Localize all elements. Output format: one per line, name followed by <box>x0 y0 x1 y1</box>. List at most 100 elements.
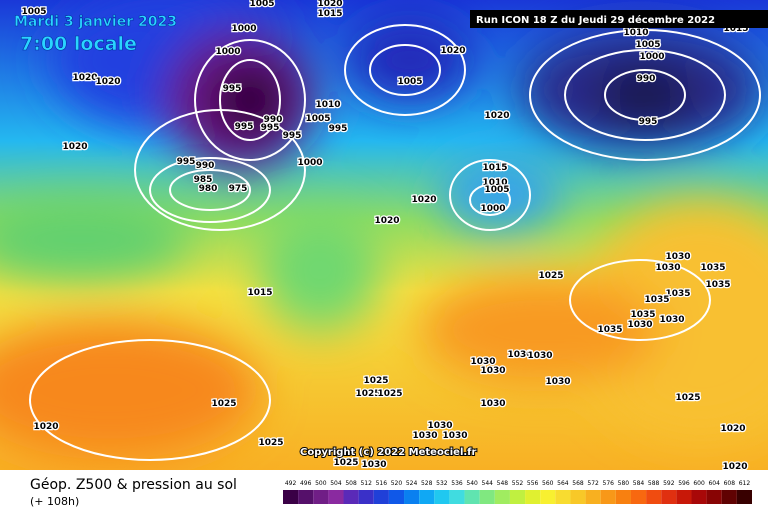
isobar-label: 1030 <box>665 252 690 262</box>
scale-swatch <box>404 490 420 504</box>
scale-label: 532 <box>436 480 448 487</box>
isobar-label: 1020 <box>720 424 745 434</box>
isobar-label: 1005 <box>397 77 422 87</box>
isobar-label: 1010 <box>623 28 648 38</box>
scale-label: 528 <box>421 480 433 487</box>
isobar-label: 1020 <box>33 422 58 432</box>
scale-swatch <box>358 490 374 504</box>
scale-swatch <box>509 490 526 504</box>
scale-swatch <box>706 490 722 504</box>
scale-swatch <box>555 490 571 504</box>
scale-swatch <box>525 490 541 504</box>
isobar-label: 1020 <box>440 46 465 56</box>
scale-swatch <box>615 490 631 504</box>
scale-label: 548 <box>497 480 509 487</box>
scale-label: 596 <box>678 480 690 487</box>
scale-label: 584 <box>633 480 645 487</box>
scale-label: 576 <box>603 480 615 487</box>
scale-label: 556 <box>527 480 539 487</box>
scale-swatch <box>721 490 737 504</box>
isobar-label: 1020 <box>484 111 509 121</box>
scale-label: 592 <box>663 480 675 487</box>
scale-label: 508 <box>345 480 357 487</box>
color-scale: 492 496 500 504 508 512 516 520 524 528 532 536 540 5… <box>283 480 752 504</box>
copyright: Copyright (c) 2022 Meteociel.fr <box>300 447 477 458</box>
isobar-label: 1020 <box>411 195 436 205</box>
scale-swatch <box>388 490 405 504</box>
isobar-label: 1030 <box>659 315 684 325</box>
isobar-label: 1025 <box>355 389 380 399</box>
scale-swatch <box>691 490 707 504</box>
isobar-label: 995 <box>639 117 658 127</box>
isobar-label: 995 <box>235 122 254 132</box>
isobar-label: 1005 <box>484 185 509 195</box>
isobar-label: 1000 <box>215 47 240 57</box>
isobar-label: 1020 <box>95 77 120 87</box>
scale-swatch <box>373 490 389 504</box>
isobar-label: 1000 <box>639 52 664 62</box>
isobar-label: 1015 <box>247 288 272 298</box>
scale-swatch <box>630 490 647 504</box>
isobar-label: 1035 <box>630 310 655 320</box>
scale-label: 588 <box>648 480 660 487</box>
isobar-label: 1025 <box>211 399 236 409</box>
scale-label: 568 <box>572 480 584 487</box>
isobar-label: 1025 <box>258 438 283 448</box>
isobar-labels: 1005 102010151000100010051020102010209951… <box>20 0 750 473</box>
isobar-label: 1000 <box>231 24 256 34</box>
isobar-label: 1010 <box>315 100 340 110</box>
isobar-label: 1030 <box>480 399 505 409</box>
scale-swatch <box>313 490 329 504</box>
isobar-label: 1030 <box>412 431 437 441</box>
isobar-label: 1020 <box>72 73 97 83</box>
isobar-label: 995 <box>283 131 302 141</box>
scale-swatch <box>343 490 359 504</box>
scale-label: 536 <box>451 480 463 487</box>
isobar-label: 1035 <box>644 295 669 305</box>
scale-swatch <box>434 490 450 504</box>
isobar-label: 1005 <box>635 40 660 50</box>
scale-swatch <box>736 490 752 504</box>
isobar-label: 1005 <box>21 7 46 17</box>
scale-label: 504 <box>330 480 342 487</box>
scale-swatch <box>676 490 692 504</box>
isobar-label: 1025 <box>363 376 388 386</box>
scale-label: 512 <box>360 480 372 487</box>
isobar-label: 995 <box>223 84 242 94</box>
isobar-label: 995 <box>261 123 280 133</box>
isobar-label: 990 <box>264 115 283 125</box>
scale-swatch <box>328 490 344 504</box>
scale-label: 500 <box>315 480 327 487</box>
map <box>0 0 768 470</box>
isobar-label: 1035 <box>700 263 725 273</box>
footer-title: Géop. Z500 & pression au sol <box>30 477 237 493</box>
scale-swatch <box>585 490 601 504</box>
scale-swatch <box>540 490 556 504</box>
isobar-label: 975 <box>229 184 248 194</box>
isobar-label: 1020 <box>62 142 87 152</box>
isobar-label: 1030 <box>655 263 680 273</box>
scale-label: 520 <box>391 480 403 487</box>
run-info: Run ICON 18 Z du Jeudi 29 décembre 2022 <box>476 14 715 26</box>
scale-swatch <box>283 490 299 504</box>
scale-swatch <box>419 490 435 504</box>
scale-label: 552 <box>512 480 524 487</box>
scale-label: 496 <box>300 480 312 487</box>
scale-swatch <box>661 490 677 504</box>
scale-swatch <box>600 490 616 504</box>
isobar-label: 1030 <box>427 421 452 431</box>
scale-label: 544 <box>482 480 494 487</box>
scale-label: 524 <box>406 480 418 487</box>
isobar-label: 1035 <box>705 280 730 290</box>
scale-label: 604 <box>708 480 720 487</box>
isobar-label: 1025 <box>675 393 700 403</box>
scale-swatch <box>570 490 586 504</box>
isobar-label: 1020 <box>374 216 399 226</box>
valid-time: 7:00 locale <box>20 33 137 55</box>
isobar-label: 1005 <box>249 0 274 9</box>
isobar-label: 1000 <box>297 158 322 168</box>
isobar-label: 1035 <box>665 289 690 299</box>
isobar-label: 1030 <box>507 350 532 360</box>
isobar-label: 1030 <box>545 377 570 387</box>
